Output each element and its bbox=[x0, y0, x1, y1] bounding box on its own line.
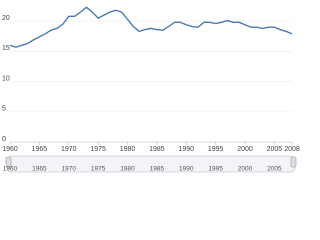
slider-label: 1975 bbox=[91, 166, 106, 173]
slider-label: 1970 bbox=[62, 166, 77, 173]
x-tick-label: 2000 bbox=[237, 146, 253, 153]
x-tick-label: 1995 bbox=[208, 146, 224, 153]
slider-label: 2005 bbox=[267, 166, 282, 173]
x-tick-label: 1960 bbox=[2, 146, 18, 153]
y-tick-label: 20 bbox=[2, 15, 10, 22]
chart: 0 5 10 15 20 1960 1960 1965 1965 1970 1970 1975 1975… bbox=[2, 6, 300, 173]
x-tick-label: 2008 bbox=[284, 146, 300, 153]
x-tick-label: 1980 bbox=[120, 146, 136, 153]
slider-handle-left[interactable] bbox=[5, 156, 12, 168]
y-tick-label: 10 bbox=[2, 75, 10, 82]
slider-handle-right[interactable] bbox=[290, 156, 297, 168]
slider-label: 1995 bbox=[208, 166, 223, 173]
slider-label: 1985 bbox=[150, 166, 165, 173]
range-slider[interactable] bbox=[5, 155, 297, 173]
y-tick-label: 15 bbox=[2, 45, 10, 52]
slider-label: 2000 bbox=[238, 166, 253, 173]
x-tick-label: 2005 bbox=[267, 146, 283, 153]
x-tick-label: 1985 bbox=[149, 146, 165, 153]
x-tick-label: 1975 bbox=[90, 146, 106, 153]
slider-label: 1990 bbox=[179, 166, 194, 173]
slider-label: 1965 bbox=[32, 166, 47, 173]
y-tick-label: 0 bbox=[2, 136, 6, 143]
x-tick-label: 1965 bbox=[32, 146, 48, 153]
slider-label: 1960 bbox=[3, 166, 18, 173]
x-tick-label: 1990 bbox=[178, 146, 194, 153]
line bbox=[9, 6, 293, 48]
x-tick-label: 1970 bbox=[61, 146, 77, 153]
slider-label: 1980 bbox=[120, 166, 135, 173]
y-tick-label: 5 bbox=[2, 106, 6, 113]
